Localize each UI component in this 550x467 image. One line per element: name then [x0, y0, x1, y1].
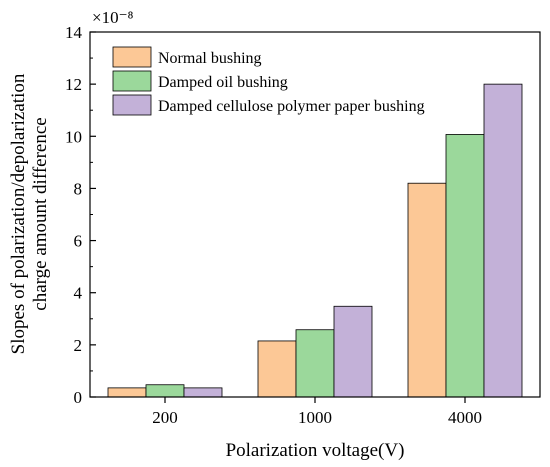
bar-4000-series-3 [483, 83, 523, 398]
y-axis-multiplier: ×10⁻⁸ [92, 8, 134, 27]
x-tick-label: 1000 [298, 408, 332, 427]
bar-4000-series-2 [445, 134, 485, 398]
bars-layer [107, 83, 523, 398]
bar-200-series-2 [145, 384, 185, 398]
y-tick-label: 6 [74, 232, 83, 251]
bar-1000-series-1 [257, 340, 297, 398]
bar-200-series-1 [107, 387, 147, 398]
bar-1000-series-3 [333, 305, 373, 398]
y-tick-label: 14 [65, 23, 83, 42]
legend-swatch-normal [112, 46, 152, 68]
y-tick-label: 2 [74, 336, 83, 355]
y-axis: 0 2 4 6 8 10 12 14 [65, 23, 96, 407]
legend-label-oil: Damped oil bushing [158, 74, 288, 91]
legend-swatch-cellulose [112, 94, 152, 116]
legend-label-cellulose: Damped cellulose polymer paper bushing [158, 98, 425, 115]
legend: Normal bushing Damped oil bushing Damped… [112, 46, 425, 116]
y-axis-title-line2: charge amount difference [30, 117, 51, 310]
legend-swatch-oil [112, 70, 152, 92]
y-tick-label: 0 [74, 388, 83, 407]
x-axis: 200 1000 4000 [152, 397, 482, 427]
bar-4000-series-1 [407, 182, 447, 398]
y-axis-title-line1: Slopes of polarization/depolarization [8, 73, 29, 354]
y-tick-label: 10 [65, 127, 82, 146]
x-tick-label: 200 [152, 408, 178, 427]
bar-200-series-3 [183, 387, 223, 398]
y-tick-label: 4 [74, 284, 83, 303]
y-tick-label: 12 [65, 75, 82, 94]
x-axis-title: Polarization voltage(V) [226, 440, 405, 461]
legend-label-normal: Normal bushing [158, 50, 262, 67]
y-tick-label: 8 [74, 179, 83, 198]
x-tick-label: 4000 [448, 408, 482, 427]
bar-1000-series-2 [295, 329, 335, 398]
